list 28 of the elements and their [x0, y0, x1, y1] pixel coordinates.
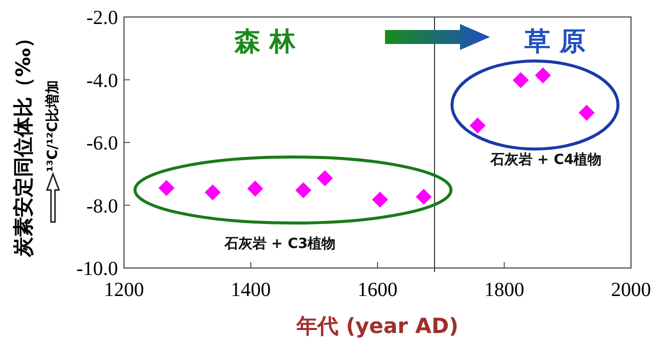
point	[470, 118, 486, 134]
y-tick-label: -8.0	[86, 195, 118, 218]
point	[578, 104, 595, 121]
x-tick-label: 1200	[104, 279, 144, 301]
text: ¹³C/¹²C比増加	[44, 80, 61, 172]
annotation: 石灰岩 + C4植物	[489, 152, 602, 168]
y-axis-title: 炭素安定同位体比（‰）	[11, 28, 35, 258]
x-tick-label: 1800	[484, 279, 524, 301]
y-tick-label: -6.0	[86, 132, 118, 154]
x-axis-title: 年代 (year AD)	[296, 314, 458, 338]
point	[316, 170, 333, 186]
x-tick-label: 1600	[358, 279, 398, 301]
y-tick-label: -4.0	[86, 70, 118, 92]
x-tick-label: 2000	[611, 279, 651, 301]
point	[372, 192, 388, 208]
annotation: 森 林	[233, 27, 297, 57]
point	[204, 184, 221, 200]
y-tick-label: -10.0	[76, 258, 118, 280]
annotation: 草 原	[523, 27, 586, 57]
point	[512, 72, 529, 88]
point	[534, 67, 551, 84]
point	[295, 182, 312, 198]
x-tick-label: 1400	[230, 279, 271, 301]
y-tick-label: -2.0	[86, 7, 118, 29]
point	[247, 180, 264, 197]
point	[158, 180, 174, 196]
point	[416, 188, 432, 205]
annotation: 石灰岩 + C3植物	[223, 236, 336, 252]
